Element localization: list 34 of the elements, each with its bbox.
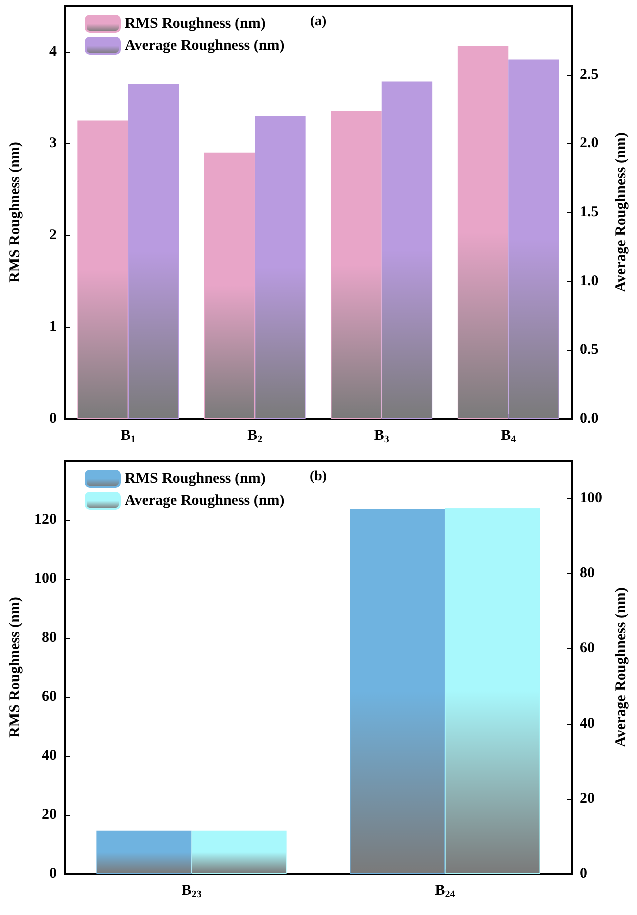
y2-tick-label: 100	[580, 490, 602, 507]
y-axis-title: RMS Roughness (nm)	[8, 142, 24, 283]
legend-label: Average Roughness (nm)	[125, 38, 285, 54]
y-tick-label: 60	[42, 689, 57, 705]
y-tick-label: 80	[42, 630, 57, 646]
y2-tick-label: 40	[580, 716, 595, 732]
y-tick-label: 40	[42, 748, 57, 764]
legend-label: RMS Roughness (nm)	[125, 471, 266, 487]
text: (a)	[310, 14, 327, 30]
y2-tick-label: 2.0	[580, 136, 599, 152]
y2-tick-label: 1.0	[580, 273, 599, 290]
y2-axis-title: Average Roughness (nm)	[614, 132, 630, 292]
y-tick-label: 1	[50, 319, 57, 336]
y-tick-label: 2	[50, 227, 57, 244]
y-tick-label: 120	[34, 512, 57, 528]
text: (b)	[310, 470, 328, 484]
y2-axis-title: Average Roughness (nm)	[614, 588, 630, 748]
y2-tick-label: 60	[580, 640, 595, 657]
y-tick-label: 0	[50, 866, 57, 882]
y-tick-label: 20	[42, 807, 57, 823]
y2-tick-label: 0	[580, 866, 588, 882]
y2-tick-label: 1.5	[580, 204, 599, 220]
y2-tick-label: 2.5	[580, 66, 599, 83]
y-tick-label: 0	[50, 411, 57, 427]
y-axis-title: RMS Roughness (nm)	[8, 597, 24, 738]
y2-tick-label: 0.0	[580, 411, 599, 427]
y2-tick-label: 0.5	[580, 342, 599, 358]
y2-tick-label: 80	[580, 566, 595, 582]
y-tick-label: 3	[50, 136, 57, 152]
y2-tick-label: 20	[580, 790, 595, 807]
legend-label: Average Roughness (nm)	[125, 493, 285, 509]
y-tick-label: 4	[50, 44, 58, 60]
y-tick-label: 100	[34, 571, 57, 587]
legend-label: RMS Roughness (nm)	[125, 16, 266, 32]
